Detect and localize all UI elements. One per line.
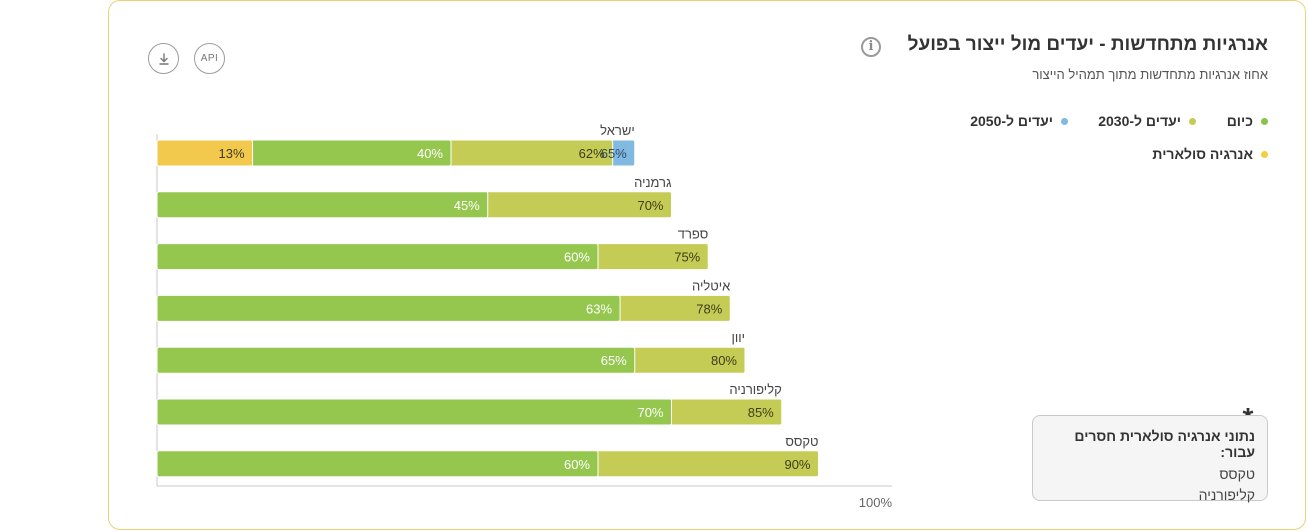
bar-כיום [156, 398, 672, 426]
category-label: איטליה [692, 278, 730, 293]
info-icon[interactable]: i [861, 37, 881, 57]
data-label: 13% [219, 146, 245, 161]
legend-item-2050[interactable]: יעדים ל-2050 [970, 113, 1068, 129]
data-label: 60% [564, 250, 590, 265]
data-label: 90% [784, 457, 810, 472]
bar-אנרגיה סולארית [156, 139, 254, 167]
data-label: 65% [601, 146, 627, 161]
data-label: 75% [674, 250, 700, 265]
bar-כיום [156, 450, 599, 478]
data-label: 70% [637, 198, 663, 213]
x-tick-label: 100% [859, 495, 893, 510]
chart-subtitle: אחוז אנרגיות מתחדשות מתוך תמהיל הייצור [1032, 67, 1268, 82]
data-label: 62% [579, 146, 605, 161]
legend-item-2030[interactable]: יעדים ל-2030 [1098, 113, 1196, 129]
download-button[interactable] [148, 43, 179, 74]
note-item: טקסס [1219, 466, 1255, 482]
note-title: נתוני אנרגיה סולארית חסרים עבור: [1074, 428, 1255, 460]
category-label: ספרד [678, 227, 708, 242]
api-button[interactable]: API [194, 43, 225, 74]
legend-item-solar[interactable]: אנרגיה סולארית [1152, 146, 1268, 162]
note-item: קליפורניה [1198, 487, 1255, 503]
bar-כיום [156, 294, 621, 322]
bar-כיום [156, 191, 489, 219]
legend-label: יעדים ל-2030 [1098, 113, 1181, 129]
bar-כיום [156, 346, 636, 374]
data-label: 63% [586, 301, 612, 316]
legend-dot [1261, 150, 1268, 158]
bar-כיום [156, 243, 599, 271]
chart-title: אנרגיות מתחדשות - יעדים מול ייצור בפועל [907, 34, 1268, 55]
api-label: API [200, 53, 219, 64]
data-label: 40% [417, 146, 443, 161]
legend-item-current[interactable]: כיום [1227, 113, 1268, 129]
missing-data-note: נתוני אנרגיה סולארית חסרים עבור: טקסס קל… [1032, 415, 1268, 503]
legend-label: יעדים ל-2050 [970, 113, 1053, 129]
data-label: 80% [711, 353, 737, 368]
category-label: יוון [731, 330, 745, 345]
data-label: 45% [454, 198, 480, 213]
legend-dot [1061, 117, 1068, 125]
data-label: 70% [637, 405, 663, 420]
download-icon [158, 52, 169, 65]
category-label: ישראל [600, 123, 635, 138]
category-label: קליפורניה [729, 382, 781, 397]
legend-label: כיום [1226, 113, 1253, 129]
legend-dot [1189, 117, 1196, 125]
data-label: 60% [564, 457, 590, 472]
data-label: 85% [748, 405, 774, 420]
category-label: גרמניה [634, 175, 672, 190]
category-label: טקסס [785, 434, 818, 449]
data-label: 78% [696, 301, 722, 316]
legend-dot [1261, 117, 1268, 125]
legend-label: אנרגיה סולארית [1152, 146, 1253, 162]
data-label: 65% [601, 353, 627, 368]
